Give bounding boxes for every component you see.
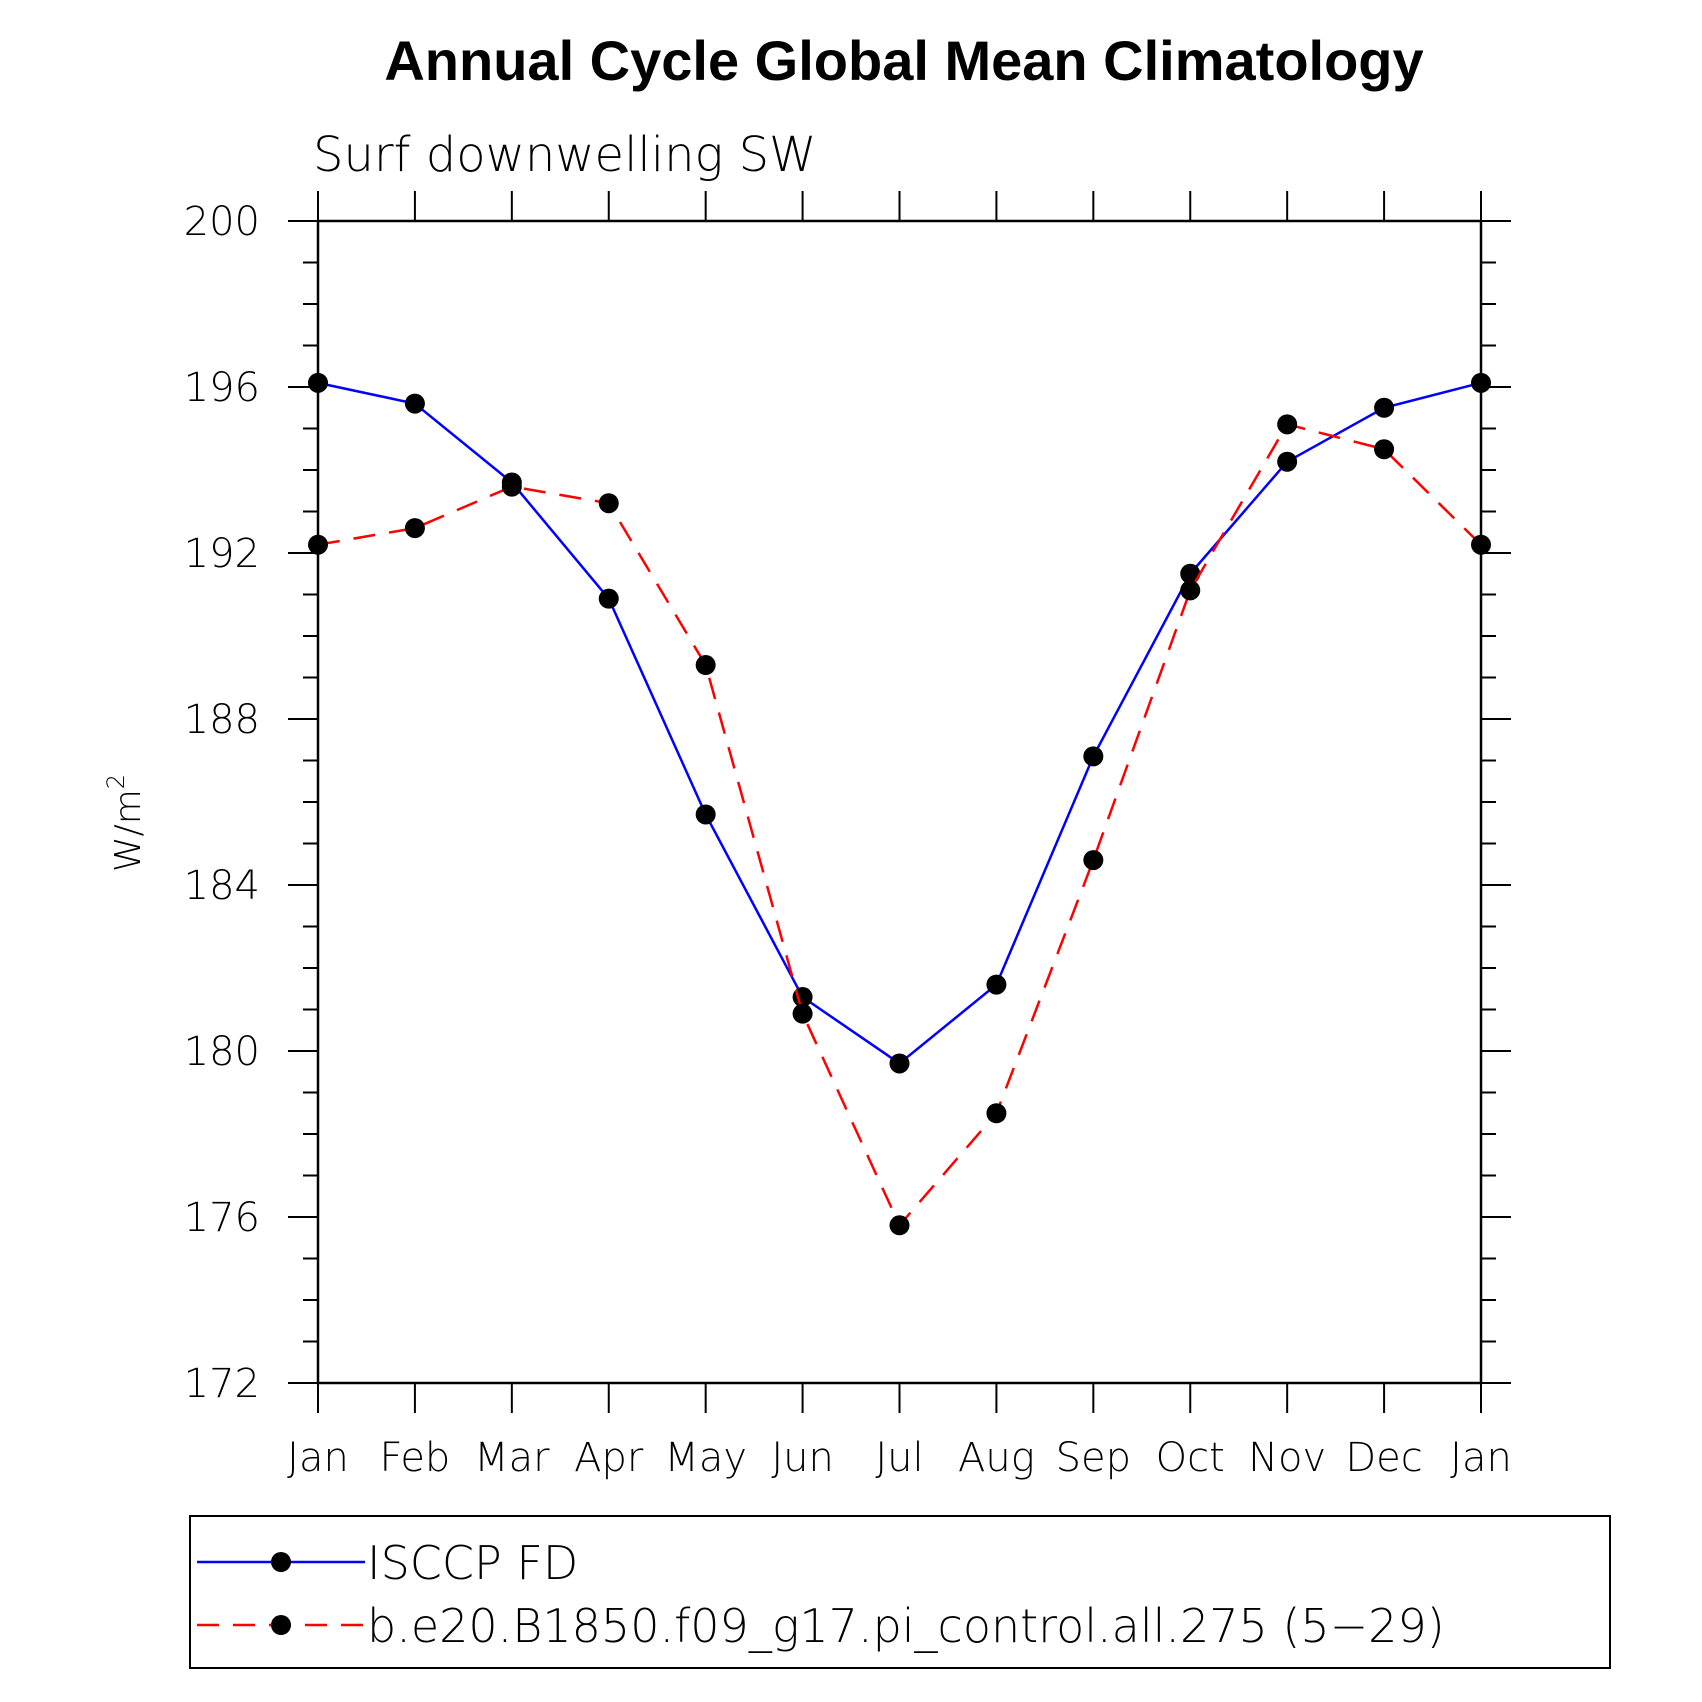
y-axis-title: W/m2 — [102, 774, 149, 872]
data-point — [501, 476, 522, 497]
x-tick-label: Nov — [1248, 1435, 1326, 1481]
data-point — [1180, 580, 1201, 601]
x-tick-label: Jan — [287, 1435, 349, 1481]
data-point — [1277, 414, 1298, 435]
plot-frame — [316, 219, 1483, 1385]
y-tick-label: 200 — [184, 199, 260, 245]
data-point — [308, 372, 328, 393]
data-point — [695, 804, 716, 825]
x-tick-label: May — [664, 1435, 747, 1481]
data-point — [598, 588, 619, 609]
x-tick-label: Oct — [1156, 1435, 1225, 1481]
x-tick-label: Apr — [574, 1435, 644, 1481]
data-point — [1471, 372, 1491, 393]
x-tick-label: Dec — [1345, 1435, 1422, 1481]
data-point — [889, 1053, 910, 1074]
x-tick-label: Sep — [1056, 1435, 1131, 1481]
legend-marker — [271, 1552, 291, 1572]
legend-box — [189, 1515, 1611, 1669]
x-tick-label: Jan — [1450, 1435, 1512, 1481]
legend-label: ISCCP FD — [367, 1536, 578, 1590]
series-2 — [308, 414, 1491, 1236]
x-tick-label: Jul — [875, 1435, 923, 1481]
y-tick-label: 196 — [184, 365, 260, 411]
y-tick-label: 188 — [184, 697, 260, 743]
y-tick-label: 172 — [184, 1361, 260, 1407]
series-line — [317, 422, 1482, 1228]
series-1 — [308, 372, 1491, 1074]
data-point — [1471, 534, 1491, 555]
data-point — [1083, 850, 1104, 871]
x-tick-label: Jun — [771, 1435, 834, 1481]
data-point — [1374, 397, 1395, 418]
svg-text:W/m2: W/m2 — [102, 774, 149, 872]
data-point — [986, 1103, 1007, 1124]
data-point — [1083, 746, 1104, 767]
y-tick-label: 192 — [184, 531, 260, 577]
y-tick-label: 180 — [184, 1029, 260, 1075]
x-tick-label: Feb — [380, 1435, 451, 1481]
legend-label: b.e20.B1850.f09_g17.pi_control.all.275 (… — [367, 1599, 1445, 1653]
data-point — [1277, 451, 1298, 472]
data-point — [792, 1003, 813, 1024]
axes: 172 176 180 184 188 192 196 200 Jan Feb Mar Apr May J… — [184, 191, 1512, 1481]
data-point — [598, 493, 619, 514]
data-point — [404, 518, 425, 539]
x-tick-label: Mar — [474, 1435, 550, 1481]
data-point — [986, 974, 1007, 995]
data-point — [695, 655, 716, 676]
y-axis-label: W/m — [108, 789, 149, 872]
data-point — [1374, 439, 1395, 460]
legend-marker — [271, 1615, 291, 1635]
legend: ISCCP FD b.e20.B1850.f09_g17.pi_control.a… — [197, 1536, 1445, 1653]
data-point — [1180, 563, 1201, 584]
x-tick-label: Aug — [958, 1435, 1035, 1481]
y-tick-label: 184 — [184, 863, 260, 909]
data-point — [308, 534, 328, 555]
series-line — [317, 381, 1482, 1066]
y-tick-label: 176 — [184, 1195, 260, 1241]
series-layer — [308, 372, 1491, 1236]
chart-subtitle: Surf downwelling SW — [313, 127, 817, 183]
data-point — [404, 393, 425, 414]
data-point — [889, 1215, 910, 1236]
chart-title: Annual Cycle Global Mean Climatology — [384, 29, 1423, 92]
y-axis-label-superscript: 2 — [102, 774, 130, 789]
